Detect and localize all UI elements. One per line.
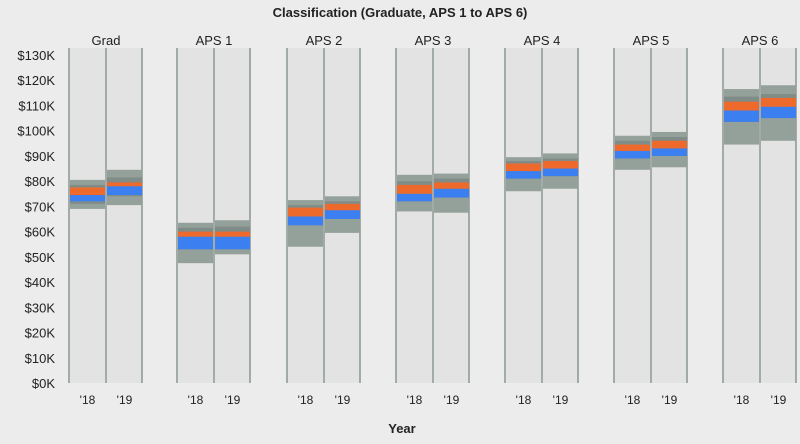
- blue-segment: [761, 106, 796, 119]
- orange-segment: [215, 231, 250, 237]
- blue-segment: [397, 193, 432, 202]
- y-tick-label: $110K: [18, 98, 55, 113]
- x-axis: '18 '19 '18 '19 '18 '19 '18 '19 '18 '19 '18 '19 '18 '…: [80, 393, 787, 407]
- x-tick-label: '19: [771, 393, 787, 407]
- blue-segment: [652, 148, 687, 156]
- y-tick-label: $130K: [17, 48, 55, 63]
- orange-segment: [70, 187, 105, 196]
- panel-3-0: [397, 48, 432, 383]
- panel-1-1: [215, 48, 250, 383]
- orange-segment: [761, 97, 796, 107]
- y-tick-label: $60K: [25, 225, 56, 240]
- y-tick-label: $80K: [25, 174, 56, 189]
- category-label: APS 3: [415, 33, 452, 48]
- blue-segment: [543, 168, 578, 177]
- x-tick-label: '19: [117, 393, 133, 407]
- panel-4-0: [506, 48, 541, 383]
- y-tick-label: $30K: [25, 300, 56, 315]
- y-tick-label: $10K: [25, 351, 56, 366]
- y-tick-label: $100K: [17, 124, 55, 139]
- orange-segment: [178, 231, 213, 237]
- y-tick-label: $40K: [25, 275, 56, 290]
- blue-segment: [615, 150, 650, 159]
- orange-segment: [434, 182, 469, 189]
- y-axis: $0K $10K $20K $30K $40K $50K $60K $70K $80K $90K $…: [17, 48, 55, 391]
- orange-segment: [397, 184, 432, 194]
- y-tick-label: $70K: [25, 199, 56, 214]
- blue-segment: [70, 195, 105, 202]
- panel-0-0: [70, 48, 105, 383]
- category-labels: Grad APS 1 APS 2 APS 3 APS 4 APS 5 APS 6: [92, 33, 779, 48]
- x-tick-label: '18: [298, 393, 314, 407]
- x-tick-label: '18: [625, 393, 641, 407]
- orange-segment: [325, 203, 360, 211]
- blue-segment: [178, 236, 213, 250]
- orange-segment: [288, 207, 323, 217]
- orange-segment: [615, 144, 650, 151]
- y-tick-label: $120K: [17, 73, 55, 88]
- panel-1-0: [178, 48, 213, 383]
- y-tick-label: $20K: [25, 326, 56, 341]
- bars-layer: [70, 85, 796, 264]
- orange-segment: [724, 101, 759, 111]
- blue-segment: [724, 110, 759, 122]
- category-label: APS 2: [306, 33, 343, 48]
- orange-segment: [107, 182, 142, 187]
- x-tick-label: '18: [516, 393, 532, 407]
- y-tick-label: $0K: [32, 376, 55, 391]
- blue-segment: [506, 171, 541, 179]
- panel-5-1: [652, 48, 687, 383]
- category-label: APS 5: [633, 33, 670, 48]
- x-tick-label: '19: [662, 393, 678, 407]
- category-label: Grad: [92, 33, 121, 48]
- x-tick-label: '19: [335, 393, 351, 407]
- x-tick-label: '19: [444, 393, 460, 407]
- blue-segment: [215, 236, 250, 250]
- chart-title: Classification (Graduate, APS 1 to APS 6…: [273, 5, 528, 20]
- x-tick-label: '18: [80, 393, 96, 407]
- blue-segment: [107, 186, 142, 196]
- y-tick-label: $50K: [25, 250, 56, 265]
- panel-5-0: [615, 48, 650, 383]
- x-tick-label: '19: [553, 393, 569, 407]
- x-tick-label: '18: [188, 393, 204, 407]
- orange-segment: [543, 160, 578, 169]
- category-label: APS 6: [742, 33, 779, 48]
- panel-4-1: [543, 48, 578, 383]
- x-axis-label: Year: [388, 421, 415, 436]
- blue-segment: [325, 210, 360, 219]
- panel-3-1: [434, 48, 469, 383]
- orange-segment: [652, 140, 687, 149]
- x-tick-label: '18: [407, 393, 423, 407]
- blue-segment: [434, 188, 469, 198]
- x-tick-label: '18: [734, 393, 750, 407]
- category-panels: [68, 48, 797, 383]
- category-label: APS 4: [524, 33, 561, 48]
- panel-0-1: [107, 48, 142, 383]
- x-tick-label: '19: [225, 393, 241, 407]
- orange-segment: [506, 163, 541, 172]
- y-tick-label: $90K: [25, 149, 56, 164]
- category-label: APS 1: [196, 33, 233, 48]
- blue-segment: [288, 216, 323, 226]
